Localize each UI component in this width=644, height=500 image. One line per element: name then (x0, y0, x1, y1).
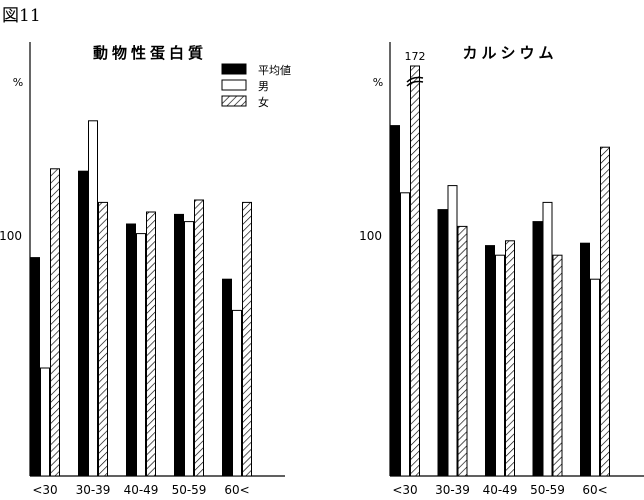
x-tick-label: 50-59 (530, 483, 565, 497)
bar-value-label: 172 (405, 50, 426, 63)
bar-hatched-2 (146, 211, 156, 477)
bar-solid-3 (532, 221, 543, 477)
bar-white-0 (40, 367, 50, 477)
bar-white-0 (400, 192, 410, 477)
bar-hatched-2 (505, 240, 515, 477)
x-tick-label: <30 (32, 483, 57, 497)
bar-hatched-3 (194, 199, 204, 477)
bar-solid-1 (78, 170, 88, 477)
legend-label: 男 (258, 80, 269, 93)
x-tick-label: 30-39 (435, 483, 470, 497)
legend-swatch-white (221, 79, 247, 91)
chart-title: 動物性蛋白質 (93, 44, 207, 62)
y-tick-label: 100 (359, 229, 382, 243)
bar-hatched-4 (242, 201, 252, 477)
bar-solid-0 (30, 257, 40, 477)
legend-swatch-solid (221, 63, 247, 75)
x-tick-label: 50-59 (172, 483, 207, 497)
chart-1: カルシウム% 100 172 <30 30-39 40-49 50-59 60< (359, 42, 644, 497)
bar-solid-1 (437, 209, 448, 477)
axis-break-mark (406, 76, 424, 83)
bar-solid-2 (485, 245, 495, 477)
x-tick-label: 60< (582, 483, 607, 497)
bar-solid-4 (222, 278, 232, 477)
y-axis-unit: % (373, 76, 383, 89)
bar-hatched-4 (600, 146, 610, 477)
bar-solid-2 (126, 223, 136, 477)
x-tick-label: 40-49 (124, 483, 159, 497)
axis-break-mark (406, 80, 424, 87)
bar-hatched-0 (50, 168, 60, 477)
x-tick-label: 40-49 (483, 483, 518, 497)
bar-white-2 (495, 254, 505, 477)
bar-white-1 (88, 120, 98, 477)
legend-label: 女 (258, 95, 269, 109)
x-tick-label: <30 (392, 483, 417, 497)
figure-label: 図11 (2, 6, 41, 26)
legend-swatch-hatched (221, 95, 247, 107)
y-axis-unit: % (13, 76, 23, 89)
x-tick-label: 60< (224, 483, 249, 497)
bar-hatched-1 (98, 201, 108, 477)
bar-white-1 (447, 185, 458, 477)
legend-label: 平均値 (258, 64, 291, 77)
bar-solid-0 (390, 125, 400, 477)
x-tick-label: 30-39 (76, 483, 111, 497)
bar-solid-4 (580, 242, 590, 477)
bar-white-4 (232, 309, 242, 477)
bar-white-2 (136, 233, 146, 477)
bar-hatched-1 (457, 225, 468, 477)
bar-white-3 (542, 201, 553, 477)
bar-solid-3 (174, 213, 184, 477)
bar-hatched-3 (552, 254, 563, 477)
bar-white-4 (590, 278, 600, 477)
y-tick-label: 100 (0, 229, 22, 243)
bar-hatched-0 (410, 65, 420, 477)
chart-title: カルシウム (462, 44, 557, 62)
bar-white-3 (184, 221, 194, 477)
